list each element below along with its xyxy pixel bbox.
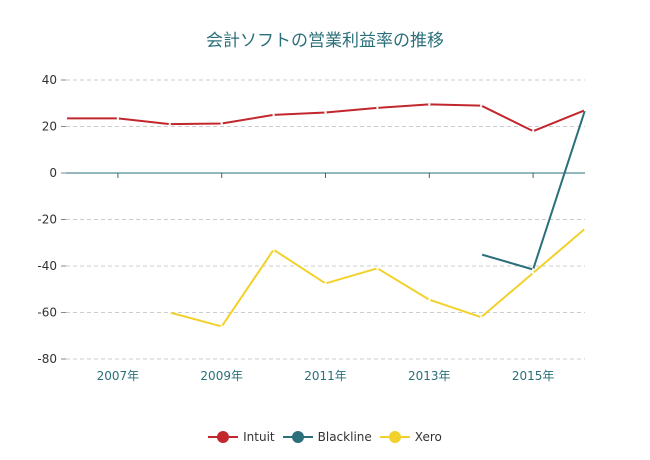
data-point-xero	[428, 298, 431, 301]
series-lines	[64, 103, 587, 328]
x-tick-label: 2011年	[304, 369, 347, 383]
y-tick-label: 20	[42, 120, 57, 134]
data-point-blackline	[583, 109, 587, 112]
data-point-intuit	[531, 129, 535, 133]
tick-labels: 40 20 0 -20 -40 -60 -80 2007年 2009年 2011年 2013年 201…	[37, 73, 554, 383]
legend-label: Blackline	[317, 430, 372, 444]
legend-marker-icon	[282, 431, 313, 443]
legend-item-intuit[interactable]: Intuit	[208, 429, 275, 445]
legend: Intuit Blackline Xero	[0, 429, 650, 448]
data-point-blackline	[531, 268, 535, 271]
y-tick-label: -80	[37, 352, 57, 366]
legend-label: Xero	[414, 430, 442, 444]
x-tick-label: 2007年	[97, 369, 140, 383]
legend-marker-icon	[379, 431, 410, 443]
x-tick-label: 2015年	[512, 369, 555, 383]
legend-marker-icon	[208, 431, 239, 443]
data-point-intuit	[324, 111, 327, 114]
data-point-xero	[220, 325, 223, 328]
data-point-xero	[531, 271, 535, 275]
legend-label: Intuit	[243, 430, 275, 444]
data-point-intuit	[480, 104, 483, 107]
legend-item-blackline[interactable]: Blackline	[282, 429, 372, 445]
series-line-intuit	[66, 103, 586, 133]
y-tick-label: -60	[37, 306, 57, 320]
axes	[61, 79, 585, 360]
series-line-xero	[169, 228, 586, 328]
x-tick-label: 2009年	[200, 369, 243, 383]
y-tick-label: 40	[42, 73, 57, 87]
y-tick-label: 0	[49, 166, 57, 180]
data-point-intuit	[116, 117, 120, 120]
data-point-intuit	[272, 113, 275, 117]
data-point-xero	[324, 282, 327, 285]
x-tick-label: 2013年	[408, 369, 451, 383]
data-point-xero	[376, 267, 379, 270]
data-point-xero	[272, 248, 275, 251]
series-line-blackline	[480, 109, 586, 271]
grid-lines	[66, 79, 585, 360]
data-point-xero	[583, 227, 587, 230]
data-point-xero	[168, 311, 171, 314]
data-point-xero	[480, 315, 483, 319]
data-point-intuit	[64, 117, 68, 120]
data-point-blackline	[480, 253, 483, 256]
y-tick-label: -20	[37, 213, 57, 227]
legend-item-xero[interactable]: Xero	[379, 429, 442, 445]
chart-title: 会計ソフトの営業利益率の推移	[206, 31, 444, 51]
y-tick-label: -40	[37, 259, 57, 273]
data-point-intuit	[376, 106, 379, 110]
data-point-intuit	[428, 103, 431, 106]
data-point-intuit	[220, 122, 223, 125]
data-point-intuit	[168, 122, 171, 126]
